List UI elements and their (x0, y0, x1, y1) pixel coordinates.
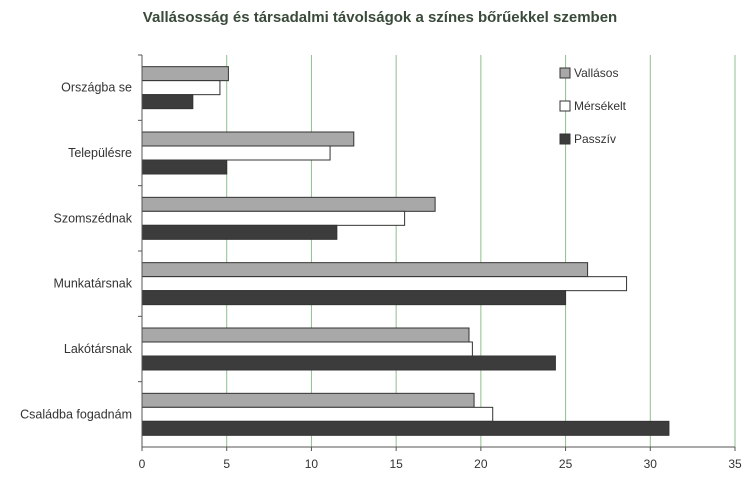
legend-label: Mérsékelt (574, 99, 627, 113)
bar-vall-sos-5 (141, 392, 475, 408)
bar-vall-sos-2 (141, 196, 436, 212)
x-tick-label: 0 (139, 457, 146, 471)
x-tick-label: 5 (223, 457, 230, 471)
x-tick-label: 25 (559, 457, 573, 471)
bar-passz-v-1 (141, 159, 228, 175)
x-tick-label: 35 (728, 457, 742, 471)
legend: Vallásos Mérsékelt Passzív (559, 66, 627, 146)
bar-layer (141, 66, 670, 436)
x-tick-label: 20 (474, 457, 488, 471)
bar-vall-sos-3 (141, 262, 589, 278)
grid-layer (226, 55, 736, 447)
category-label: Szomszédnak (53, 211, 132, 225)
x-tick-label: 30 (644, 457, 658, 471)
axis-layer: 0 5 10 15 20 25 30 35 Országba se Településre Szom… (20, 54, 742, 471)
legend-swatch (559, 133, 571, 145)
bar-passz-v-3 (141, 290, 567, 306)
x-tick-label: 10 (305, 457, 319, 471)
bar-m-rs-kelt-0 (141, 80, 221, 96)
category-label: Munkatársnak (53, 277, 132, 291)
bar-passz-v-4 (141, 355, 556, 371)
bar-passz-v-5 (141, 420, 670, 436)
bar-m-rs-kelt-2 (141, 210, 406, 226)
x-tick-label: 15 (389, 457, 403, 471)
bar-passz-v-2 (141, 224, 338, 240)
bar-vall-sos-1 (141, 131, 355, 147)
bar-m-rs-kelt-4 (141, 341, 473, 357)
category-label: Településre (68, 146, 132, 160)
bar-passz-v-0 (141, 94, 194, 110)
legend-swatch (559, 67, 571, 79)
bar-vall-sos-0 (141, 66, 229, 82)
category-label: Országba se (61, 81, 132, 95)
bar-m-rs-kelt-5 (141, 406, 494, 422)
bar-m-rs-kelt-3 (141, 276, 628, 292)
bar-m-rs-kelt-1 (141, 145, 331, 161)
bar-vall-sos-4 (141, 327, 470, 343)
legend-label: Vallásos (574, 66, 618, 80)
category-label: Lakótársnak (64, 342, 133, 356)
legend-swatch (559, 100, 571, 112)
chart-title: Vallásosság és társadalmi távolságok a s… (143, 9, 617, 26)
category-label: Családba fogadnám (20, 407, 132, 421)
legend-label: Passzív (574, 132, 616, 146)
